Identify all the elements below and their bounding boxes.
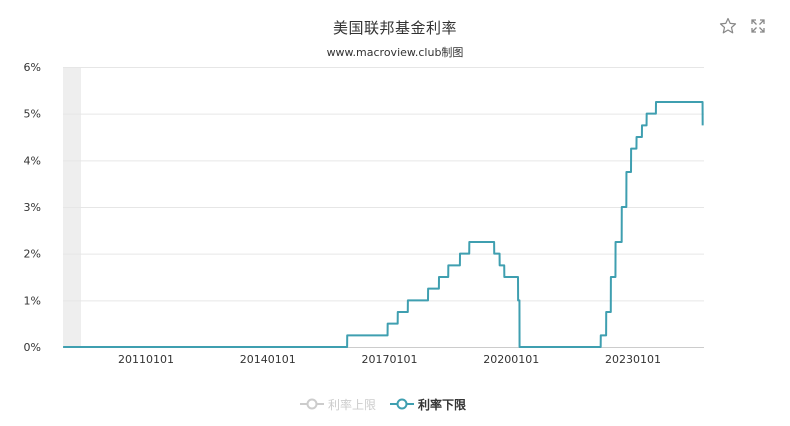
legend-item-lower[interactable]: 利率下限: [390, 396, 466, 413]
x-tick-label: 20110101: [118, 353, 174, 366]
y-tick-label: 2%: [24, 248, 41, 261]
expand-icon[interactable]: [749, 17, 767, 35]
series-line-lower: [63, 101, 704, 348]
legend-marker-lower: [390, 398, 415, 410]
legend-label-upper: 利率上限: [328, 397, 377, 412]
chart-subtitle: www.macroview.club制图: [326, 46, 464, 59]
y-tick-label: 0%: [24, 341, 41, 354]
legend: 利率上限 利率下限: [300, 395, 466, 413]
star-icon[interactable]: [719, 17, 737, 35]
y-tick-label: 5%: [24, 108, 41, 121]
y-tick-label: 3%: [24, 201, 41, 214]
legend-label-lower: 利率下限: [418, 397, 467, 412]
y-tick-label: 6%: [24, 61, 41, 74]
x-tick-label: 20170101: [362, 353, 418, 366]
chart-title: 美国联邦基金利率: [332, 19, 457, 37]
legend-marker-upper: [300, 398, 324, 410]
x-tick-label: 20140101: [240, 353, 296, 366]
x-tick-label: 20230101: [605, 353, 661, 366]
legend-item-upper[interactable]: 利率上限: [300, 396, 376, 413]
x-tick-label: 20200101: [483, 353, 539, 366]
y-tick-label: 1%: [24, 294, 41, 307]
y-tick-label: 4%: [24, 154, 41, 167]
